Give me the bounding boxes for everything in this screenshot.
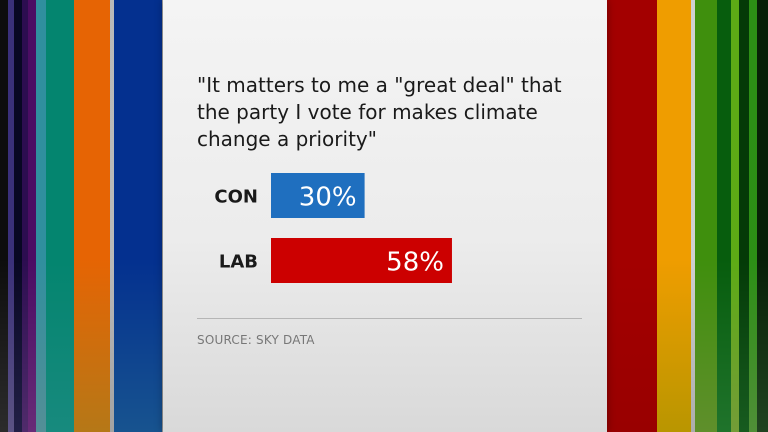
decorative-stripe [657,0,691,432]
category-label-con: CON [214,187,258,208]
decorative-stripe [22,0,28,432]
bar-lab [271,238,452,283]
decorative-stripe [749,0,757,432]
decorative-stripe [695,0,717,432]
value-label-lab: 58% [386,248,444,278]
decorative-stripe [739,0,749,432]
divider [197,318,582,319]
source-note: SOURCE: SKY DATA [197,333,315,347]
bar-con [271,173,365,218]
bar-chart: CON 30% LAB 58% [214,173,452,283]
value-label-con: 30% [299,183,357,213]
chart-panel: "It matters to me a "great deal" that th… [163,0,607,432]
decorative-stripe [74,0,110,432]
decorative-stripe [717,0,731,432]
chart-title: "It matters to me a "great deal" that th… [197,73,562,151]
decorative-stripe [162,0,163,432]
decorative-stripe [14,0,22,432]
decorative-stripe [8,0,14,432]
decorative-stripe [731,0,739,432]
category-label-lab: LAB [219,252,258,273]
decorative-stripe [36,0,46,432]
decorative-stripe [110,0,114,432]
decorative-stripe [0,0,8,432]
decorative-stripe [757,0,768,432]
decorative-stripe [46,0,74,432]
decorative-stripe [28,0,36,432]
decorative-stripe [691,0,695,432]
decorative-stripe [607,0,657,432]
decorative-stripe [114,0,162,432]
